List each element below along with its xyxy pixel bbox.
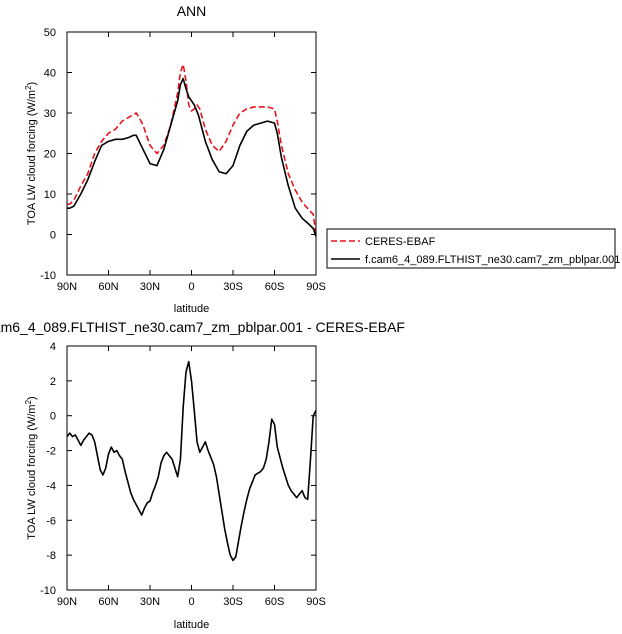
bottom-y-axis-label: TOA LW cloud forcing (W/m2) xyxy=(24,396,38,539)
bottom-x-tick-label: 90S xyxy=(306,596,326,608)
bottom-y-tick-label: -4 xyxy=(46,480,56,492)
bottom-series-line-0 xyxy=(66,360,317,562)
bottom-y-tick-label: -10 xyxy=(40,585,56,597)
top-y-tick-label: 40 xyxy=(44,68,56,80)
top-panel: ANN 90N 60N 30N 0 30S 60S 90S -10 0 10 20 30 40 50 l… xyxy=(24,3,620,315)
top-y-axis-label-close: ) xyxy=(26,82,38,86)
top-x-tick-label: 60S xyxy=(265,281,285,293)
bottom-y-axis-label-close: ) xyxy=(26,396,38,400)
bottom-plot-area xyxy=(66,360,317,562)
top-x-tick-label: 30S xyxy=(223,281,243,293)
top-x-tick-label: 30N xyxy=(140,281,160,293)
top-series-line-0 xyxy=(67,63,317,235)
bottom-y-tick-label: 0 xyxy=(50,411,56,423)
bottom-x-tick-label: 60N xyxy=(98,596,118,608)
top-y-axis: -10 0 10 20 30 40 50 xyxy=(40,27,316,282)
top-y-tick-label: -10 xyxy=(40,270,56,282)
bottom-y-axis-label-main: TOA LW cloud forcing (W/m xyxy=(26,404,38,539)
bottom-x-axis-label: latitude xyxy=(174,619,209,631)
legend-label-ceres: CERES-EBAF xyxy=(365,236,436,248)
top-chart-title: ANN xyxy=(177,3,207,19)
bottom-y-tick-label: -6 xyxy=(46,515,56,527)
top-x-tick-label: 90S xyxy=(306,281,326,293)
top-y-tick-label: 30 xyxy=(44,108,56,120)
bottom-x-tick-label: 90N xyxy=(57,596,77,608)
top-plot-frame xyxy=(66,31,317,276)
legend-label-model: f.cam6_4_089.FLTHIST_ne30.cam7_zm_pblpar… xyxy=(365,254,620,266)
bottom-y-tick-label: 4 xyxy=(50,341,56,353)
bottom-x-axis: 90N 60N 30N 0 30S 60S 90S xyxy=(57,346,326,608)
top-y-tick-label: 10 xyxy=(44,189,56,201)
top-x-tick-label: 60N xyxy=(98,281,118,293)
top-x-tick-label: 90N xyxy=(57,281,77,293)
top-series-line-1 xyxy=(67,77,317,237)
top-x-tick-label: 0 xyxy=(188,281,194,293)
bottom-y-tick-label: -2 xyxy=(46,446,56,458)
top-y-tick-label: 20 xyxy=(44,149,56,161)
bottom-x-tick-label: 0 xyxy=(188,596,194,608)
bottom-x-tick-label: 30N xyxy=(140,596,160,608)
legend: CERES-EBAF f.cam6_4_089.FLTHIST_ne30.cam… xyxy=(326,228,620,269)
bottom-y-tick-label: 2 xyxy=(50,376,56,388)
top-y-axis-label-main: TOA LW cloud forcing (W/m xyxy=(26,90,38,225)
bottom-x-tick-label: 60S xyxy=(265,596,285,608)
bottom-panel: f.cam6_4_089.FLTHIST_ne30.cam7_zm_pblpar… xyxy=(0,319,405,631)
bottom-x-tick-label: 30S xyxy=(223,596,243,608)
bottom-chart-title: f.cam6_4_089.FLTHIST_ne30.cam7_zm_pblpar… xyxy=(0,319,405,335)
top-y-tick-label: 0 xyxy=(50,230,56,242)
top-x-axis: 90N 60N 30N 0 30S 60S 90S xyxy=(57,32,326,293)
bottom-y-tick-label: -8 xyxy=(46,550,56,562)
top-y-tick-label: 50 xyxy=(44,27,56,39)
legend-box xyxy=(326,228,616,269)
bottom-y-axis: -10 -8 -6 -4 -2 0 2 4 xyxy=(40,341,316,597)
top-y-axis-label: TOA LW cloud forcing (W/m2) xyxy=(24,82,38,225)
top-plot-area xyxy=(67,63,317,237)
bottom-y-axis-label-sup: 2 xyxy=(24,399,33,404)
top-x-axis-label: latitude xyxy=(174,303,209,315)
top-y-axis-label-sup: 2 xyxy=(24,85,33,90)
